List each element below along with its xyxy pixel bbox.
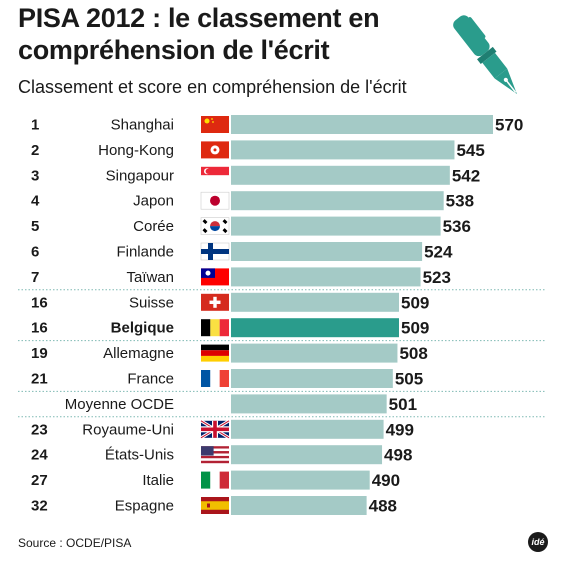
bar: [231, 292, 399, 312]
rank-label: 23: [31, 421, 48, 438]
bar: [231, 470, 370, 490]
category-label: Hong-Kong: [98, 142, 174, 159]
category-label: Espagne: [115, 498, 174, 515]
taiwan-flag-icon: [201, 268, 229, 286]
value-label: 509: [401, 293, 429, 312]
rank-label: 2: [31, 142, 39, 159]
japan-flag-icon: [200, 191, 230, 210]
bar: [231, 445, 383, 465]
fountain-pen-icon: [453, 15, 517, 95]
category-label: Allemagne: [103, 345, 174, 362]
rank-label: 19: [31, 345, 48, 362]
value-label: 498: [384, 446, 412, 465]
category-label: Belgique: [111, 320, 174, 337]
rank-label: 6: [31, 244, 39, 261]
bar: [231, 191, 444, 211]
bar: [231, 242, 423, 261]
page-title: PISA 2012 : le classement en compréhensi…: [18, 3, 380, 65]
china-flag-icon: [201, 116, 229, 133]
category-label: Corée: [133, 218, 174, 235]
germany-flag-icon: [201, 344, 229, 362]
value-label: 499: [386, 420, 414, 439]
bar: [231, 369, 393, 388]
category-label: États-Unis: [105, 447, 174, 464]
bar: [231, 496, 367, 515]
value-label: 538: [446, 192, 474, 211]
value-label: 509: [401, 319, 429, 338]
category-label: Italie: [142, 472, 174, 489]
publisher-logo: idé: [528, 532, 548, 552]
category-label: Japon: [133, 193, 174, 210]
value-label: 488: [369, 497, 397, 516]
category-label: Finlande: [116, 244, 174, 261]
rank-label: 24: [31, 447, 48, 464]
category-label: Taïwan: [126, 269, 174, 286]
switzerland-flag-icon: [201, 293, 229, 311]
bar: [231, 216, 441, 236]
chart-subtitle: Classement et score en compréhension de …: [18, 77, 407, 97]
hong-kong-flag-icon: [201, 141, 229, 159]
source-note: Source : OCDE/PISA: [18, 536, 132, 550]
bar: [231, 394, 387, 414]
bar: [231, 343, 398, 363]
rank-label: 7: [31, 269, 39, 286]
rank-label: 1: [31, 117, 39, 134]
rank-label: 4: [31, 193, 40, 210]
belgium-flag-icon: [201, 319, 229, 337]
category-label: Royaume-Uni: [82, 421, 174, 438]
bar: [231, 115, 493, 134]
bar: [231, 165, 450, 185]
rank-label: 32: [31, 498, 48, 515]
value-label: 505: [395, 370, 423, 389]
value-label: 570: [495, 116, 523, 135]
value-label: 536: [443, 217, 471, 236]
bar: [231, 140, 455, 160]
singapore-flag-icon: [201, 166, 229, 184]
value-label: 490: [372, 471, 400, 490]
value-label: 501: [389, 395, 417, 414]
bar: [231, 267, 421, 287]
rank-label: 27: [31, 472, 48, 489]
category-label: France: [127, 371, 174, 388]
rank-label: 21: [31, 371, 48, 388]
uk-flag-icon: [200, 419, 230, 440]
rank-label: 16: [31, 320, 48, 337]
category-label: Shanghai: [111, 117, 174, 134]
bar: [231, 318, 399, 338]
rank-label: 3: [31, 167, 39, 184]
italy-flag-icon: [201, 471, 229, 489]
south-korea-flag-icon: [200, 217, 230, 235]
value-label: 523: [423, 268, 451, 287]
spain-flag-icon: [201, 497, 229, 514]
usa-flag-icon: [201, 446, 229, 464]
category-label: Moyenne OCDE: [65, 396, 174, 413]
value-label: 508: [399, 344, 427, 363]
value-label: 542: [452, 166, 480, 185]
finland-flag-icon: [200, 242, 230, 261]
rank-label: 5: [31, 218, 39, 235]
value-label: 545: [456, 141, 484, 160]
france-flag-icon: [201, 370, 229, 387]
category-label: Singapour: [106, 167, 174, 184]
rank-label: 16: [31, 294, 48, 311]
category-label: Suisse: [129, 294, 174, 311]
bar: [231, 419, 384, 439]
value-label: 524: [424, 243, 453, 262]
